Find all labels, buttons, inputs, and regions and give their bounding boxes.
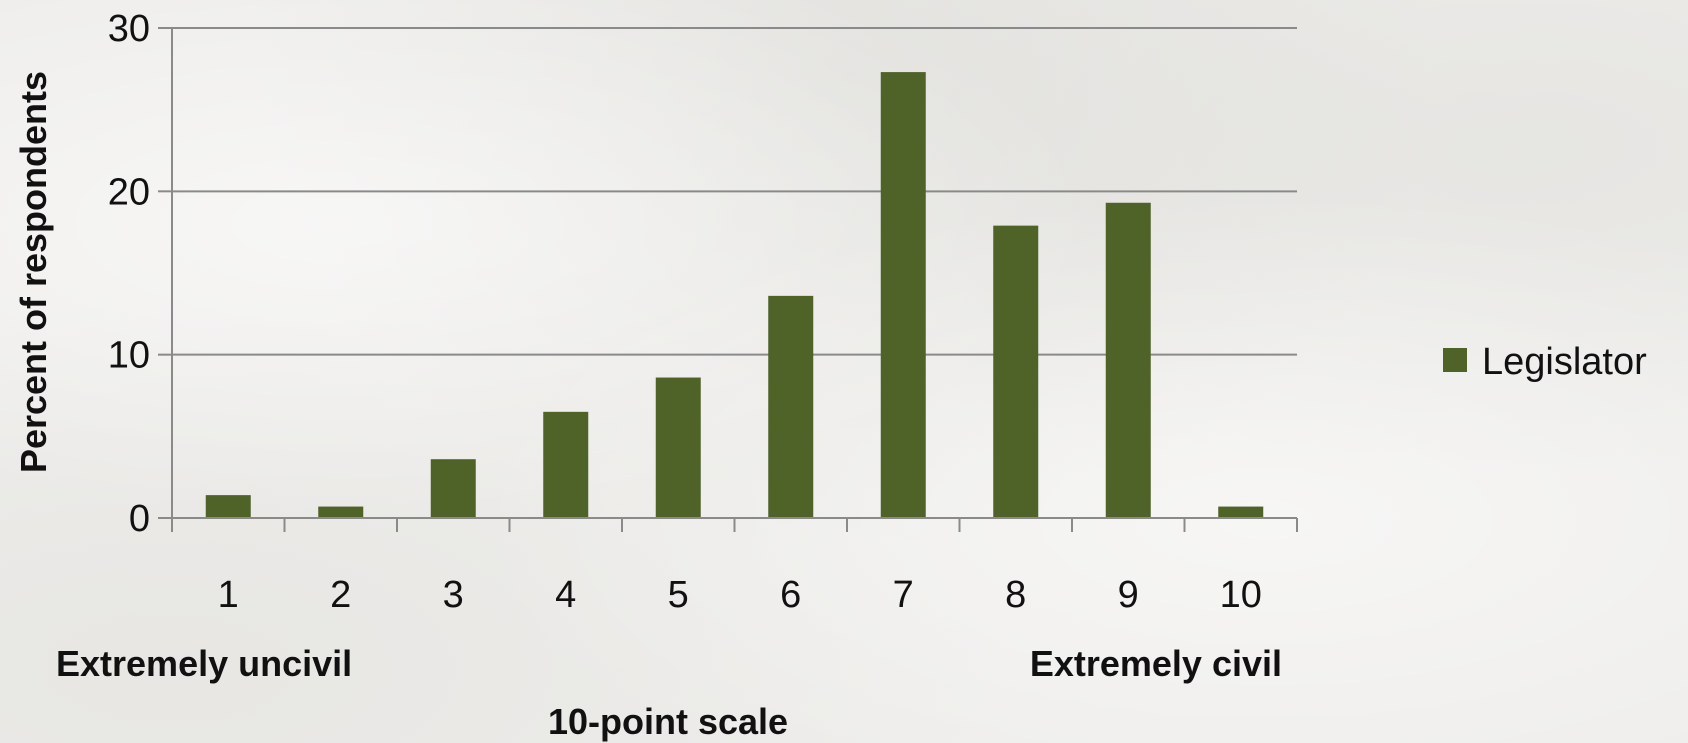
x-axis-right-end-label: Extremely civil <box>1030 643 1282 684</box>
x-tick-label: 9 <box>1118 574 1139 616</box>
y-axis-label: Percent of respondents <box>13 71 54 473</box>
legend-label: Legislator <box>1482 341 1647 383</box>
axes <box>158 27 1298 532</box>
x-tick-label: 10 <box>1220 574 1262 616</box>
x-tick-label: 7 <box>893 574 914 616</box>
bar-6 <box>768 295 814 518</box>
bar-5 <box>655 377 701 518</box>
x-axis-label: 10-point scale <box>548 701 788 742</box>
bar-10 <box>1218 506 1264 518</box>
x-tick-labels: 1 2 3 4 5 6 7 8 9 10 <box>218 574 1262 616</box>
x-axis-left-end-label: Extremely uncivil <box>56 643 352 684</box>
bar-1 <box>205 495 251 518</box>
x-tick-label: 5 <box>668 574 689 616</box>
bars <box>205 72 1264 518</box>
legend-swatch <box>1443 348 1467 372</box>
y-tick-label: 30 <box>108 8 150 50</box>
bar-9 <box>1105 202 1151 518</box>
x-tick-label: 1 <box>218 574 239 616</box>
x-tick-label: 8 <box>1005 574 1026 616</box>
y-tick-label: 10 <box>108 335 150 377</box>
y-tick-label: 0 <box>129 498 150 540</box>
y-tick-labels: 0 10 20 30 <box>108 8 150 540</box>
x-tick-label: 2 <box>330 574 351 616</box>
x-tick-label: 3 <box>443 574 464 616</box>
bar-7 <box>880 72 926 518</box>
x-tick-label: 6 <box>780 574 801 616</box>
y-tick-label: 20 <box>108 171 150 213</box>
legend: Legislator <box>1443 341 1647 383</box>
x-tick-label: 4 <box>555 574 576 616</box>
bar-3 <box>430 459 476 518</box>
bar-2 <box>318 506 364 518</box>
bar-8 <box>993 225 1039 518</box>
bar-4 <box>543 411 589 518</box>
